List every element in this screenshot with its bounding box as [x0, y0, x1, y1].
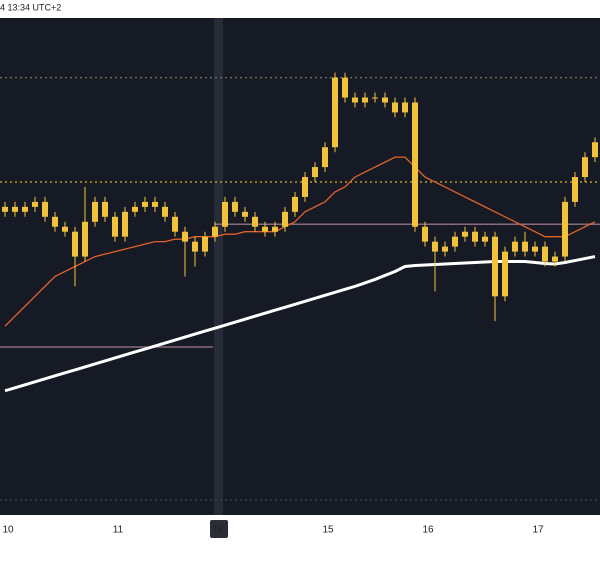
candle-body — [32, 201, 38, 207]
candle-body — [522, 241, 528, 252]
candle-body — [352, 97, 358, 103]
candle-body — [532, 246, 538, 252]
candle-body — [152, 201, 158, 207]
candle-body — [252, 216, 258, 227]
candle-body — [192, 241, 198, 252]
candle-body — [402, 102, 408, 113]
candle-body — [2, 206, 8, 212]
x-tick-label: 11 — [113, 525, 124, 536]
candle-body — [262, 226, 268, 232]
candle-body — [82, 221, 88, 257]
candle-body — [372, 97, 378, 99]
candle-body — [132, 206, 138, 212]
candle-body — [582, 157, 588, 178]
candle-body — [432, 241, 438, 252]
candle-body — [492, 236, 498, 297]
candle-body — [202, 236, 208, 252]
candle-body — [122, 211, 128, 237]
candle-body — [562, 201, 568, 257]
candle-body — [142, 201, 148, 207]
moving-average — [4, 156, 596, 327]
plot-background — [0, 18, 600, 515]
candle-body — [592, 142, 598, 158]
x-tick-label: 17 — [532, 525, 544, 536]
candle-body — [342, 77, 348, 98]
candle-body — [412, 102, 418, 227]
candle-body — [572, 177, 578, 202]
candle-body — [482, 236, 488, 242]
candle-body — [112, 216, 118, 237]
crosshair-band — [214, 18, 223, 515]
candle-body — [52, 216, 58, 227]
x-tick-label: 16 — [422, 525, 434, 536]
candle-body — [162, 206, 168, 217]
candle-body — [232, 201, 238, 212]
candle-body — [332, 77, 338, 148]
x-tick-label: 15 — [322, 525, 334, 536]
candle-body — [222, 201, 228, 227]
candle-body — [392, 102, 398, 113]
candle-body — [502, 251, 508, 297]
candle-body — [362, 97, 368, 103]
candle-body — [102, 201, 108, 217]
candle-body — [302, 177, 308, 197]
candle-body — [42, 201, 48, 217]
candle-body — [172, 216, 178, 232]
candle-body — [552, 256, 558, 262]
candle-body — [322, 147, 328, 168]
candle-body — [382, 97, 388, 103]
candle-body — [62, 226, 68, 232]
candle-body — [12, 206, 18, 212]
candle-body — [272, 226, 278, 232]
candle-body — [182, 231, 188, 242]
candle-body — [442, 246, 448, 252]
candle-body — [312, 167, 318, 178]
x-tick-label: 14 — [212, 525, 224, 536]
candle-body — [452, 236, 458, 247]
header-text: 4 13:34 UTC+2 — [0, 2, 61, 12]
candle-body — [512, 241, 518, 252]
candle-body — [92, 201, 98, 222]
candle-body — [282, 211, 288, 227]
crosshair-label-box — [210, 520, 228, 538]
candle-body — [72, 231, 78, 257]
x-tick-label: 10 — [2, 525, 14, 536]
candle-body — [292, 196, 298, 212]
candle-body — [542, 246, 548, 262]
candle-body — [462, 231, 468, 237]
candle-body — [212, 226, 218, 237]
candle-body — [472, 231, 478, 242]
candle-body — [422, 226, 428, 242]
candle-body — [22, 206, 28, 212]
candle-body — [242, 211, 248, 217]
